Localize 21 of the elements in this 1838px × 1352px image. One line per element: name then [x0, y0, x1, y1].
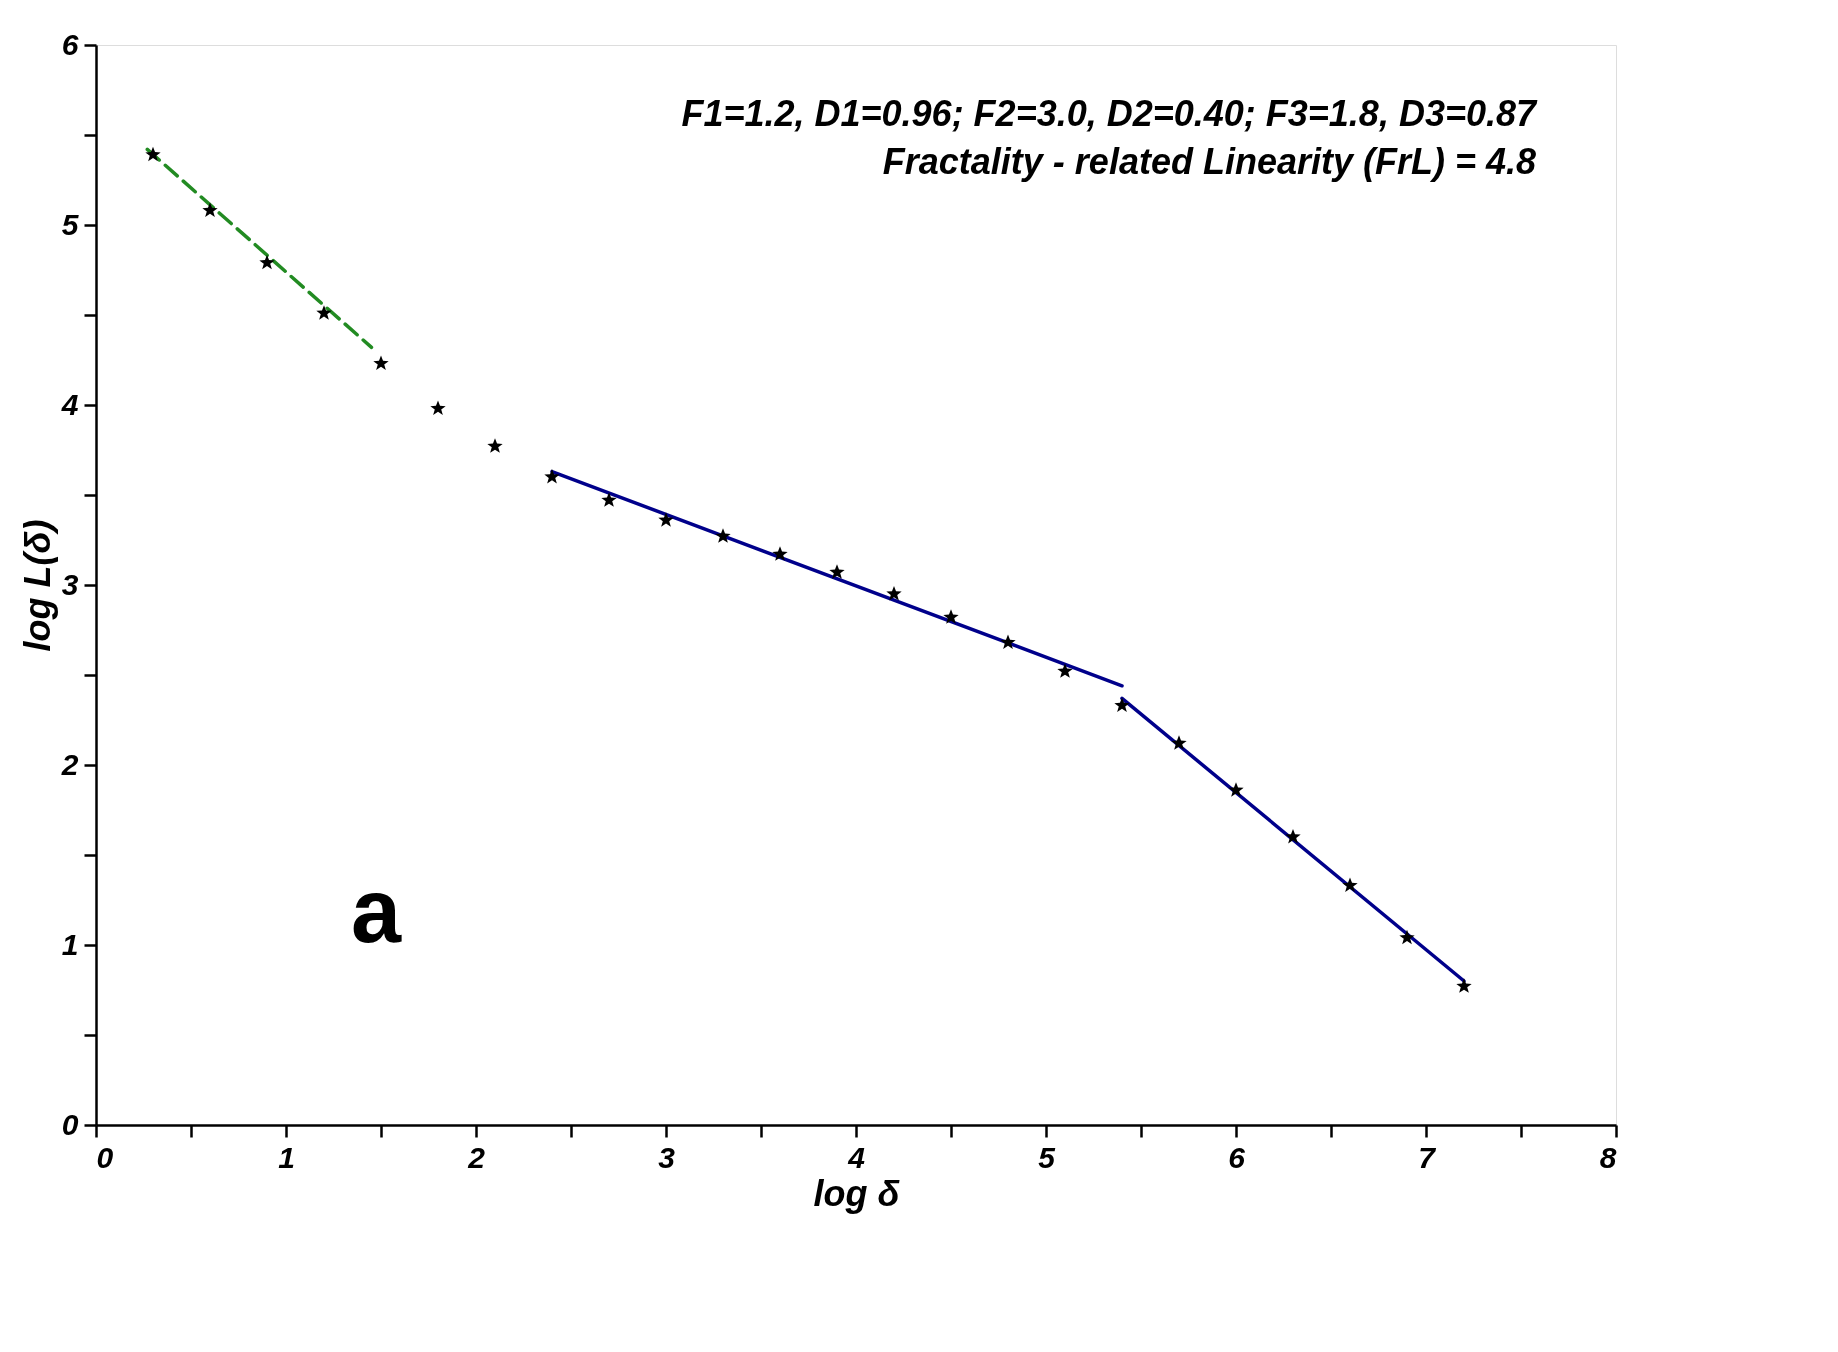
annotation: Fractality - related Linearity (FrL) = 4.8 [882, 141, 1536, 182]
annotation: a [350, 861, 402, 961]
annotation: F1=1.2, D1=0.96; F2=3.0, D2=0.40; F3=1.8, D3=0.87 [681, 93, 1538, 134]
y-tick-label: 6 [61, 27, 79, 61]
x-tick-label: 1 [278, 1140, 295, 1174]
y-tick-label: 0 [61, 1107, 79, 1141]
y-axis-title: log L(δ) [16, 519, 58, 652]
x-tick-label: 7 [1418, 1140, 1437, 1174]
y-tick-label: 5 [61, 207, 80, 241]
x-tick-label: 2 [467, 1140, 486, 1174]
x-tick-label: 3 [658, 1140, 676, 1174]
y-tick-label: 2 [60, 747, 79, 781]
y-tick-label: 4 [60, 387, 79, 421]
y-tick-label: 3 [61, 567, 79, 601]
x-tick-label: 0 [96, 1140, 114, 1174]
y-tick-label: 1 [61, 927, 79, 961]
x-tick-label: 8 [1599, 1140, 1617, 1174]
x-tick-label: 5 [1038, 1140, 1057, 1174]
x-axis-title: log δ [813, 1172, 901, 1214]
x-tick-label: 6 [1228, 1140, 1246, 1174]
x-tick-label: 4 [847, 1140, 866, 1174]
